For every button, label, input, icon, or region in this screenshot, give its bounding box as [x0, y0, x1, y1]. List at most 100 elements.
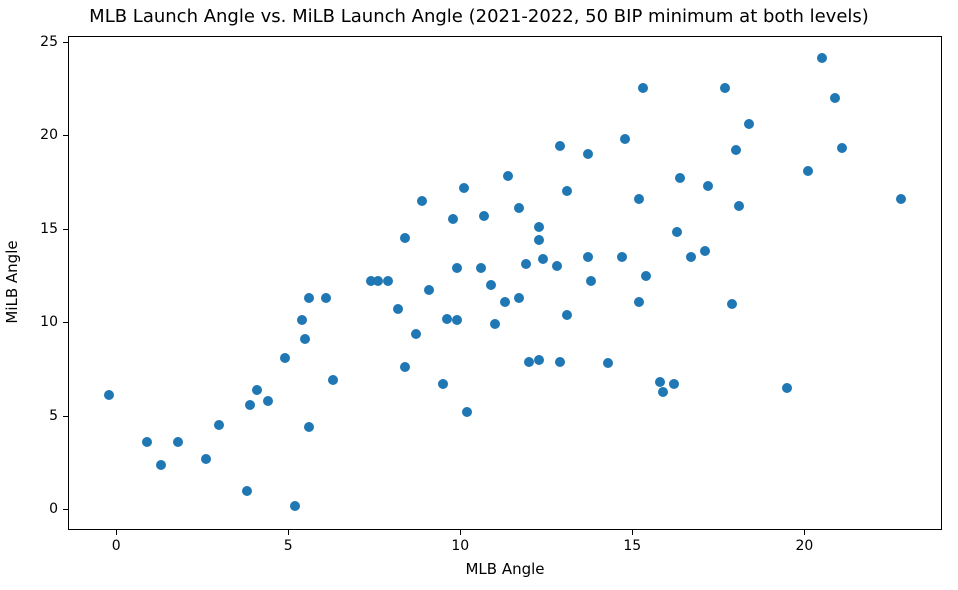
data-point	[476, 263, 486, 273]
data-point	[603, 358, 613, 368]
data-point	[459, 183, 469, 193]
data-point	[638, 83, 648, 93]
x-tick-mark	[804, 530, 805, 535]
data-point	[245, 400, 255, 410]
data-point	[555, 357, 565, 367]
y-tick-label: 5	[49, 408, 58, 424]
data-point	[417, 196, 427, 206]
data-point	[304, 293, 314, 303]
data-point	[383, 276, 393, 286]
data-point	[837, 143, 847, 153]
x-tick-label: 20	[784, 538, 824, 554]
data-point	[514, 203, 524, 213]
data-point	[617, 252, 627, 262]
y-tick-mark	[63, 42, 68, 43]
y-tick-label: 10	[40, 314, 58, 330]
data-point	[669, 379, 679, 389]
y-tick-label: 15	[40, 221, 58, 237]
data-point	[731, 145, 741, 155]
x-tick-mark	[116, 530, 117, 535]
data-point	[452, 263, 462, 273]
data-point	[562, 186, 572, 196]
data-point	[514, 293, 524, 303]
data-point	[634, 297, 644, 307]
scatter-chart: MLB Launch Angle vs. MiLB Launch Angle (…	[0, 0, 958, 590]
data-point	[524, 357, 534, 367]
data-point	[534, 222, 544, 232]
y-tick-label: 20	[40, 127, 58, 143]
data-point	[641, 271, 651, 281]
data-point	[744, 119, 754, 129]
y-tick-mark	[63, 416, 68, 417]
data-point	[534, 235, 544, 245]
y-axis-label: MiLB Angle	[3, 35, 21, 529]
data-point	[503, 171, 513, 181]
data-point	[424, 285, 434, 295]
data-point	[400, 362, 410, 372]
x-axis-label: MLB Angle	[68, 560, 942, 578]
data-point	[782, 383, 792, 393]
data-point	[672, 227, 682, 237]
data-point	[562, 310, 572, 320]
data-point	[448, 214, 458, 224]
data-point	[703, 181, 713, 191]
data-point	[297, 315, 307, 325]
data-point	[400, 233, 410, 243]
data-point	[830, 93, 840, 103]
data-point	[500, 297, 510, 307]
data-point	[156, 460, 166, 470]
data-point	[634, 194, 644, 204]
data-point	[328, 375, 338, 385]
data-point	[658, 387, 668, 397]
data-point	[442, 314, 452, 324]
data-point	[393, 304, 403, 314]
x-tick-mark	[460, 530, 461, 535]
data-point	[586, 276, 596, 286]
x-tick-mark	[288, 530, 289, 535]
data-point	[896, 194, 906, 204]
y-tick-mark	[63, 322, 68, 323]
data-point	[201, 454, 211, 464]
y-tick-mark	[63, 135, 68, 136]
data-point	[373, 276, 383, 286]
x-tick-label: 0	[96, 538, 136, 554]
data-point	[242, 486, 252, 496]
data-point	[438, 379, 448, 389]
data-point	[214, 420, 224, 430]
x-tick-mark	[632, 530, 633, 535]
data-point	[555, 141, 565, 151]
data-point	[321, 293, 331, 303]
data-point	[734, 201, 744, 211]
data-point	[583, 252, 593, 262]
data-point	[411, 329, 421, 339]
y-tick-label: 25	[40, 34, 58, 50]
data-point	[720, 83, 730, 93]
data-point	[538, 254, 548, 264]
data-point	[675, 173, 685, 183]
data-point	[300, 334, 310, 344]
chart-title: MLB Launch Angle vs. MiLB Launch Angle (…	[0, 6, 958, 27]
data-point	[552, 261, 562, 271]
data-point	[252, 385, 262, 395]
data-point	[104, 390, 114, 400]
x-tick-label: 5	[268, 538, 308, 554]
data-point	[583, 149, 593, 159]
y-tick-mark	[63, 229, 68, 230]
plot-area	[68, 36, 942, 530]
data-point	[534, 355, 544, 365]
data-point	[142, 437, 152, 447]
y-tick-label: 0	[49, 501, 58, 517]
data-point	[452, 315, 462, 325]
data-point	[490, 319, 500, 329]
data-point	[280, 353, 290, 363]
data-point	[263, 396, 273, 406]
data-point	[304, 422, 314, 432]
data-point	[700, 246, 710, 256]
data-point	[620, 134, 630, 144]
data-point	[479, 211, 489, 221]
data-point	[727, 299, 737, 309]
data-point	[803, 166, 813, 176]
data-point	[686, 252, 696, 262]
x-tick-label: 15	[612, 538, 652, 554]
data-point	[290, 501, 300, 511]
